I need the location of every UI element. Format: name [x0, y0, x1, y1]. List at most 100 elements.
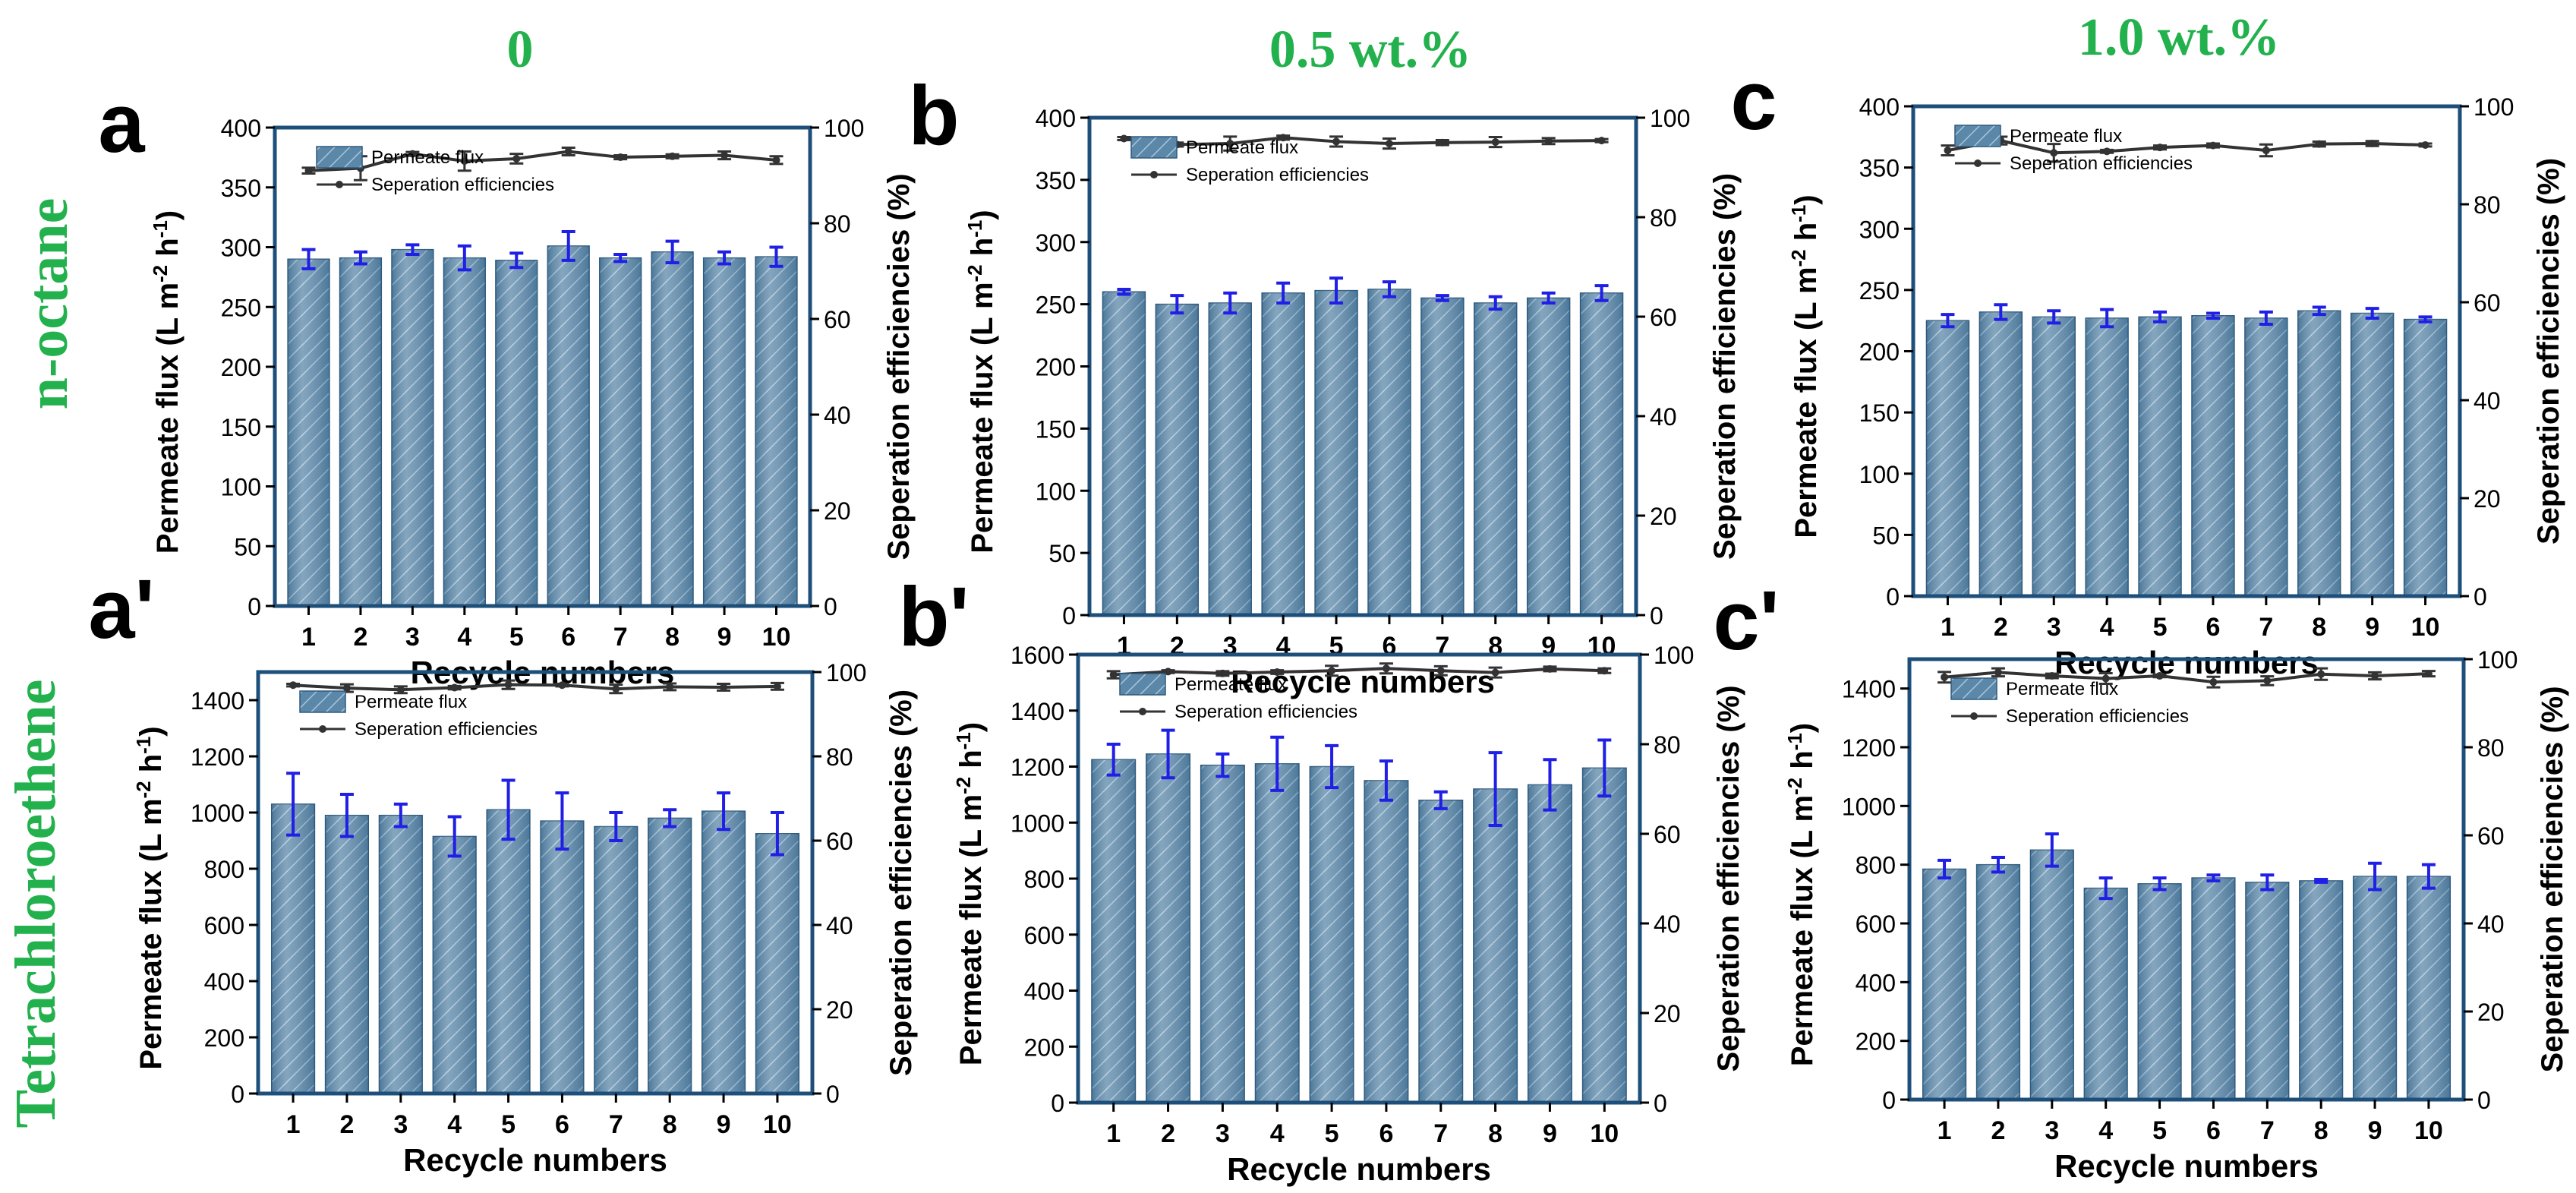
point-efficiency-9 — [2368, 140, 2376, 148]
point-efficiency-3 — [2050, 149, 2058, 157]
bar-sheen-9 — [1527, 298, 1570, 615]
row-header-tetrachloroethene: Tetrachloroethene — [4, 679, 68, 1128]
point-efficiency-6 — [558, 681, 566, 690]
y2-tick-label: 60 — [2474, 289, 2501, 317]
y2-tick-label: 60 — [824, 306, 851, 333]
chart-panel-c-prime: c'02004006008001000120014000204060801001… — [1713, 574, 2569, 1184]
y2-tick-label: 0 — [824, 593, 837, 620]
column-header-0-5wt: 0.5 wt.% — [1269, 21, 1471, 79]
x-tick-label: 5 — [509, 623, 524, 652]
bar-sheen-3 — [2030, 850, 2074, 1100]
point-efficiency-3 — [1226, 140, 1234, 148]
y-tick-label: 350 — [1859, 155, 1900, 182]
y2-tick-label: 40 — [1650, 403, 1677, 431]
y2-tick-label: 40 — [826, 912, 853, 939]
error-bar-flux-10 — [769, 245, 784, 268]
y-tick-label: 0 — [1882, 1087, 1896, 1114]
x-tick-label: 5 — [2152, 1116, 2167, 1145]
point-efficiency-1 — [1120, 134, 1128, 143]
y-tick-label: 1000 — [1011, 810, 1064, 837]
point-efficiency-3 — [396, 686, 405, 694]
bar-sheen-9 — [2353, 876, 2397, 1100]
point-efficiency-5 — [2156, 144, 2165, 152]
legend-swatch-flux — [1119, 673, 1166, 696]
y2-tick-label: 40 — [2474, 387, 2501, 415]
point-efficiency-2 — [342, 684, 351, 693]
error-bar-flux-2 — [353, 250, 367, 266]
error-bar-flux-5 — [1329, 276, 1344, 305]
x-tick-label: 6 — [2206, 1116, 2221, 1145]
y-tick-label: 1000 — [191, 800, 244, 827]
point-efficiency-1 — [1944, 147, 1952, 155]
bar-sheen-10 — [755, 833, 799, 1094]
panel-label: c' — [1713, 574, 1779, 668]
bar-sheen-7 — [599, 257, 642, 606]
point-efficiency-4 — [1273, 668, 1282, 677]
legend-swatch-flux — [1950, 677, 1997, 700]
error-bar-flux-6 — [561, 230, 575, 262]
line-efficiency — [1944, 671, 2429, 684]
x-tick-label: 10 — [2414, 1116, 2443, 1145]
x-tick-label: 9 — [2368, 1116, 2382, 1145]
x-tick-label: 1 — [1941, 613, 1955, 642]
error-bar-flux-6 — [555, 791, 569, 851]
y2-tick-label: 40 — [2477, 911, 2505, 938]
x-tick-label: 3 — [2047, 613, 2061, 642]
x-tick-label: 4 — [457, 623, 471, 652]
bar-sheen-5 — [487, 810, 530, 1094]
error-bar-flux-1 — [1106, 743, 1121, 777]
error-bar-flux-6 — [2206, 311, 2220, 320]
y-tick-label: 800 — [1856, 852, 1896, 879]
y2-tick-label: 60 — [1654, 821, 1681, 848]
error-bar-flux-1 — [286, 772, 301, 837]
bar-sheen-4 — [443, 257, 486, 606]
x-axis-title: Recycle numbers — [2054, 645, 2319, 680]
y-axis-title: Permeate flux (L m-2 h-1) — [963, 210, 999, 553]
point-efficiency-9 — [720, 683, 728, 691]
bar-sheen-7 — [1419, 800, 1463, 1103]
y2-tick-label: 80 — [2477, 734, 2505, 762]
y2-tick-label: 20 — [2474, 485, 2501, 513]
x-tick-label: 5 — [1325, 1119, 1339, 1148]
error-bar-flux-2 — [1991, 856, 2005, 874]
bar-sheen-1 — [1091, 759, 1136, 1103]
x-tick-label: 1 — [1938, 1116, 1952, 1145]
y-tick-label: 50 — [1048, 540, 1076, 567]
y2-axis-title: Seperation efficiencies (%) — [1708, 173, 1742, 560]
y2-axis-title: Seperation efficiencies (%) — [884, 690, 918, 1076]
line-efficiency — [1947, 139, 2426, 155]
x-tick-label: 7 — [609, 1110, 623, 1139]
x-tick-label: 8 — [1488, 1119, 1502, 1148]
error-bar-flux-7 — [1435, 294, 1449, 302]
point-efficiency-5 — [1332, 137, 1341, 146]
y-tick-label: 200 — [1856, 1028, 1896, 1056]
point-efficiency-8 — [2317, 670, 2325, 678]
error-bar-flux-2 — [339, 792, 354, 838]
y-axis-title: Permeate flux (L m-2 h-1) — [149, 210, 184, 554]
y2-tick-label: 100 — [2474, 93, 2514, 121]
x-tick-label: 10 — [763, 1110, 792, 1139]
error-bar-flux-8 — [2312, 305, 2326, 317]
error-bar-flux-10 — [1594, 284, 1609, 302]
x-tick-label: 7 — [2259, 613, 2273, 642]
y-tick-label: 1400 — [1011, 698, 1064, 725]
point-efficiency-4 — [450, 683, 459, 692]
error-bar-flux-2 — [1994, 303, 2008, 321]
y2-axis-title: Seperation efficiencies (%) — [882, 173, 916, 560]
line-efficiency — [292, 683, 777, 692]
x-axis-title: Recycle numbers — [1227, 1151, 1491, 1187]
error-bar-flux-3 — [2045, 832, 2059, 868]
x-tick-label: 3 — [2045, 1116, 2059, 1145]
y-tick-label: 100 — [221, 474, 261, 501]
error-bar-flux-7 — [613, 252, 628, 264]
y2-tick-label: 20 — [1650, 503, 1677, 530]
legend-label-flux: Permeate flux — [355, 692, 467, 712]
y-tick-label: 400 — [1856, 969, 1896, 996]
error-bar-flux-4 — [2098, 876, 2113, 901]
point-efficiency-1 — [304, 166, 313, 175]
error-bar-flux-10 — [2418, 315, 2433, 323]
y-tick-label: 400 — [221, 115, 261, 142]
y-tick-label: 350 — [1036, 167, 1076, 194]
bar-sheen-8 — [1473, 789, 1518, 1103]
